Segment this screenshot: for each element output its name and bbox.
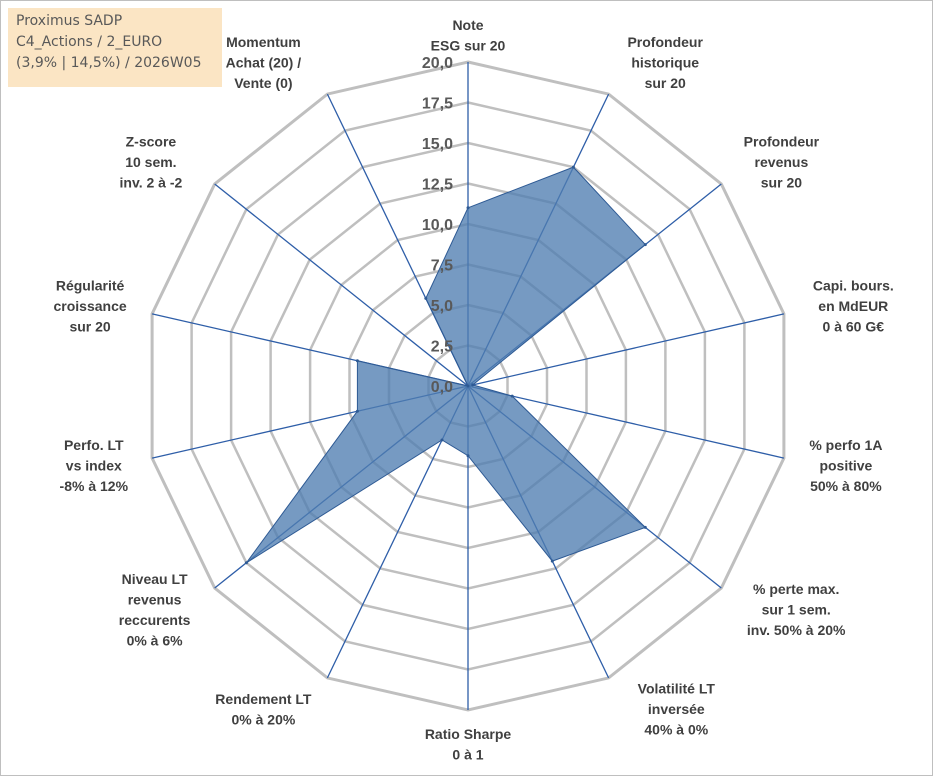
tick-label: 0,0 <box>431 379 453 396</box>
axis-label-line: 40% à 0% <box>644 722 708 738</box>
axis-spoke <box>467 385 785 459</box>
axis-label: Capi. bours. en MdEUR 0 à 60 G€ <box>813 277 894 334</box>
axis-label-line: sur 20 <box>645 75 686 91</box>
tick-label: 5,0 <box>431 298 453 315</box>
radial-tick-labels: 0,0 2,5 5,0 7,5 10,0 12,5 15,0 17,5 20,0 <box>422 55 453 396</box>
axis-label-line: reccurents <box>119 612 191 628</box>
axis-label-line: sur 1 sem. <box>762 602 831 618</box>
series-point <box>571 165 575 169</box>
axis-label: Profondeur historique sur 20 <box>627 34 703 91</box>
series-point <box>466 454 470 458</box>
axis-label-line: Achat (20) / <box>226 54 302 70</box>
axis-label-line: Régularité <box>56 277 125 293</box>
series-point <box>440 438 444 442</box>
title-line-3: (3,9% | 14,5%) / 2026W05 <box>16 55 202 71</box>
series-point <box>355 359 359 363</box>
axis-label-line: Volatilité LT <box>638 681 716 697</box>
axis-label-line: Z-score <box>126 133 177 149</box>
axis-label: Momentum Achat (20) / Vente (0) <box>226 34 302 91</box>
axis-label: % perte max. sur 1 sem. inv. 50% à 20% <box>747 581 846 638</box>
axis-label-line: Profondeur <box>627 34 703 50</box>
axis-label-line: Rendement LT <box>215 691 312 707</box>
axis-label-line: inv. 2 à -2 <box>120 174 183 190</box>
tick-label: 15,0 <box>422 136 453 153</box>
axis-label: Ratio Sharpe 0 à 1 <box>425 726 512 763</box>
axis-label-line: % perte max. <box>753 581 839 597</box>
axis-label-line: Capi. bours. <box>813 277 894 293</box>
axis-label-line: 10 sem. <box>125 154 176 170</box>
axis-spoke <box>467 313 785 387</box>
tick-label: 10,0 <box>422 217 453 234</box>
axis-spoke <box>214 183 469 387</box>
series-point <box>471 383 475 387</box>
series-point <box>643 525 647 529</box>
axis-label-line: sur 20 <box>69 318 110 334</box>
axis-label-line: 0 à 1 <box>452 747 483 763</box>
series-point <box>643 243 647 247</box>
axis-label-line: 0% à 20% <box>231 711 295 727</box>
axis-label-line: Vente (0) <box>234 75 292 91</box>
axis-label-line: en MdEUR <box>818 298 888 314</box>
axis-label: Niveau LT revenus reccurents 0% à 6% <box>119 571 191 649</box>
axis-label-line: ESG sur 20 <box>431 38 506 54</box>
series-point <box>466 384 470 388</box>
axis-label-line: Note <box>452 17 483 33</box>
axis-label-line: % perfo 1A <box>809 437 882 453</box>
series-point <box>355 409 359 413</box>
tick-label: 2,5 <box>431 339 453 356</box>
axis-label-line: 0 à 60 G€ <box>823 318 885 334</box>
axis-label: Volatilité LT inversée 40% à 0% <box>638 681 716 738</box>
series-point <box>510 394 514 398</box>
axis-label: Profondeur revenus sur 20 <box>744 133 820 190</box>
tick-label: 17,5 <box>422 96 453 113</box>
series-point <box>466 206 470 210</box>
tick-label: 20,0 <box>422 55 453 72</box>
axis-label-line: -8% à 12% <box>60 478 129 494</box>
tick-label: 7,5 <box>431 258 453 275</box>
axis-label-line: revenus <box>128 591 182 607</box>
series-point <box>424 296 428 300</box>
axis-label: % perfo 1A positive 50% à 80% <box>809 437 882 494</box>
axis-label-line: inv. 50% à 20% <box>747 622 846 638</box>
axis-label-line: vs index <box>66 458 122 474</box>
title-line-2: C4_Actions / 2_EURO <box>16 34 163 50</box>
axis-label: Régularité croissance sur 20 <box>54 277 127 334</box>
axis-label-line: Niveau LT <box>122 571 188 587</box>
axis-label-line: 50% à 80% <box>810 478 882 494</box>
axis-label-line: 0% à 6% <box>127 632 184 648</box>
axis-label-line: inversée <box>648 701 705 717</box>
radar-series <box>244 165 647 565</box>
axis-label-line: Perfo. LT <box>64 437 124 453</box>
axis-label-line: revenus <box>755 154 809 170</box>
axis-label-line: sur 20 <box>761 174 802 190</box>
series-point <box>244 561 248 565</box>
title-box: Proximus SADP C4_Actions / 2_EURO (3,9% … <box>8 8 222 87</box>
axis-label-line: Momentum <box>226 34 301 50</box>
axis-label: Rendement LT 0% à 20% <box>215 691 312 728</box>
axis-label: Z-score 10 sem. inv. 2 à -2 <box>120 133 183 190</box>
axis-label-line: croissance <box>54 298 127 314</box>
title-line-1: Proximus SADP <box>16 13 123 29</box>
axis-label-line: positive <box>819 458 872 474</box>
tick-label: 12,5 <box>422 177 453 194</box>
axis-label-line: Ratio Sharpe <box>425 726 512 742</box>
axis-label: Perfo. LT vs index -8% à 12% <box>60 437 129 494</box>
axis-label: Note ESG sur 20 <box>431 17 506 54</box>
series-point <box>550 559 554 563</box>
axis-labels: Note ESG sur 20 Profondeur historique sur 20… <box>54 17 894 763</box>
axis-label-line: historique <box>631 54 699 70</box>
axis-label-line: Profondeur <box>744 133 820 149</box>
